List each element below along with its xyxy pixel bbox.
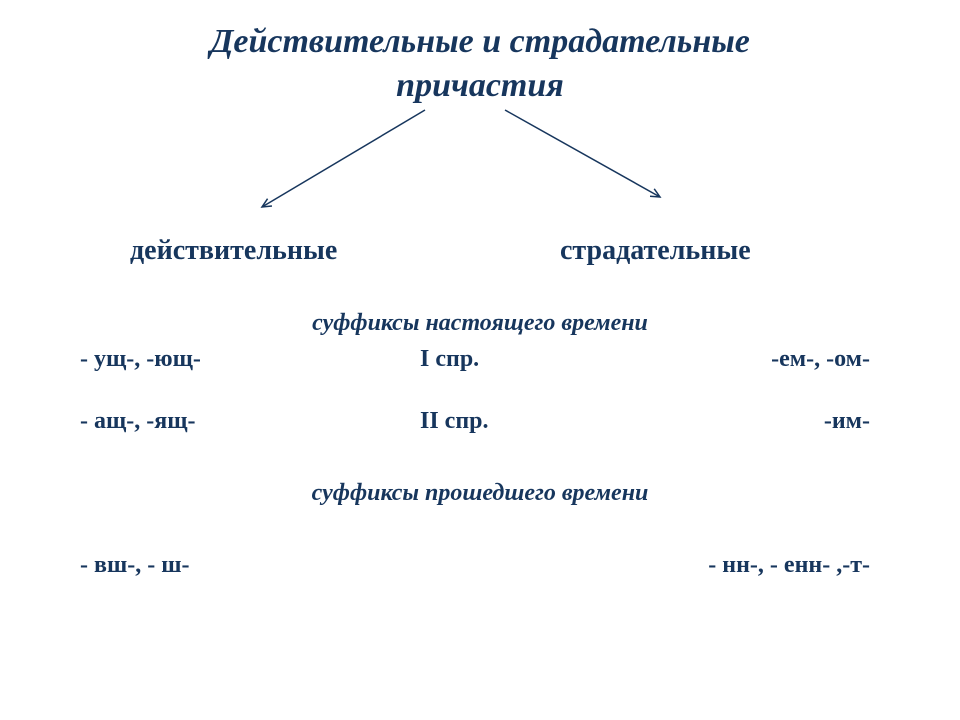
present-row-2-right: -им- bbox=[824, 408, 870, 435]
present-row-1-right: -ем-, -ом- bbox=[771, 346, 870, 373]
present-row-2-mid: II спр. bbox=[420, 408, 489, 435]
branch-label-passive: страдательные bbox=[560, 235, 751, 267]
title-line-2: причастия bbox=[396, 67, 564, 104]
slide-title: Действительные и страдательные причастия bbox=[0, 20, 960, 108]
past-row-left: - вш-, - ш- bbox=[80, 552, 189, 579]
branch-arrows bbox=[0, 105, 960, 235]
title-line-1: Действительные и страдательные bbox=[210, 23, 750, 60]
slide: Действительные и страдательные причастия… bbox=[0, 0, 960, 720]
section-heading-past: суффиксы прошедшего времени bbox=[0, 480, 960, 507]
present-row-2-left: - ащ-, -ящ- bbox=[80, 408, 195, 435]
branch-label-active: действительные bbox=[130, 235, 337, 267]
present-row-1-mid: I спр. bbox=[420, 346, 479, 373]
section-heading-present: суффиксы настоящего времени bbox=[0, 310, 960, 337]
past-row-right: - нн-, - енн- ,-т- bbox=[708, 552, 870, 579]
present-row-1-left: - ущ-, -ющ- bbox=[80, 346, 201, 373]
